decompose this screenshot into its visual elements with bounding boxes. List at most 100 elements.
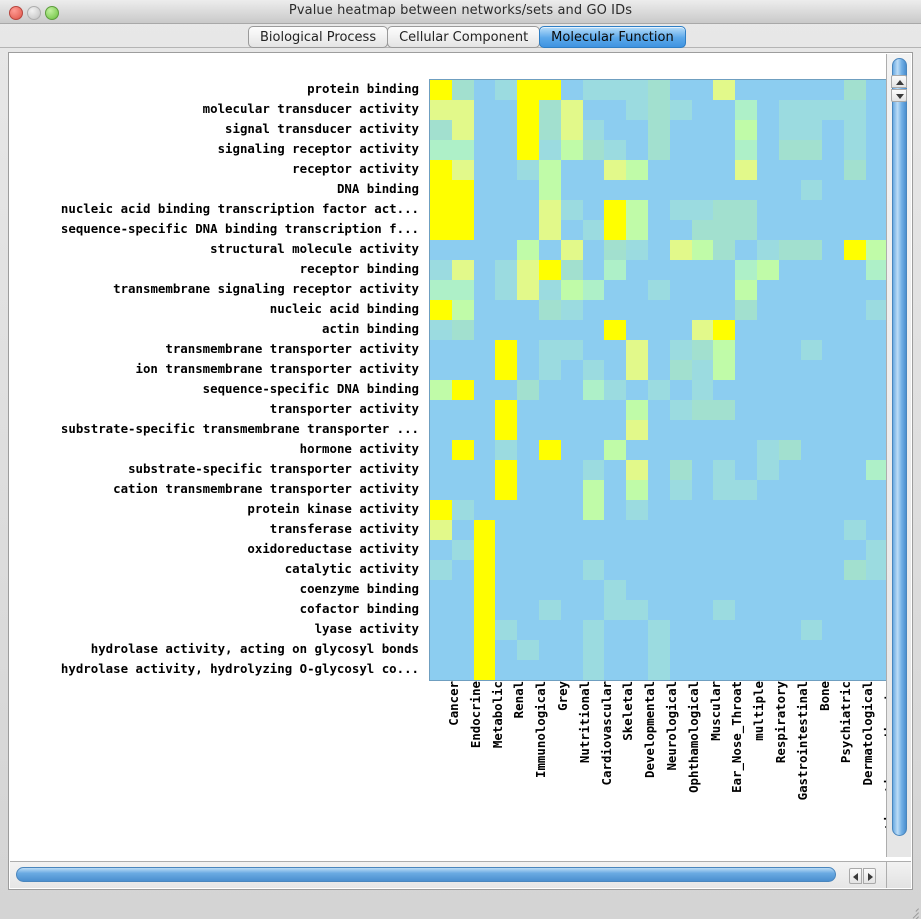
heatmap-cell[interactable] bbox=[800, 580, 823, 600]
heatmap-cell[interactable] bbox=[669, 360, 692, 380]
heatmap-cell[interactable] bbox=[756, 420, 779, 440]
heatmap-cell[interactable] bbox=[756, 300, 779, 320]
heatmap-cell[interactable] bbox=[626, 300, 648, 320]
heatmap-cell[interactable] bbox=[560, 540, 583, 560]
heatmap-cell[interactable] bbox=[669, 580, 692, 600]
heatmap-cell[interactable] bbox=[778, 280, 801, 300]
heatmap-cell[interactable] bbox=[800, 160, 823, 180]
heatmap-cell[interactable] bbox=[691, 420, 714, 440]
heatmap-cell[interactable] bbox=[822, 380, 845, 400]
heatmap-cell[interactable] bbox=[756, 540, 779, 560]
heatmap-cell[interactable] bbox=[800, 100, 823, 120]
heatmap-cell[interactable] bbox=[473, 420, 496, 440]
heatmap-cell[interactable] bbox=[691, 160, 714, 180]
heatmap-cell[interactable] bbox=[604, 280, 627, 300]
heatmap-cell[interactable] bbox=[756, 280, 779, 300]
heatmap-cell[interactable] bbox=[582, 140, 605, 160]
heatmap-cell[interactable] bbox=[517, 180, 539, 200]
heatmap-cell[interactable] bbox=[473, 400, 496, 420]
heatmap-cell[interactable] bbox=[430, 340, 452, 360]
heatmap-cell[interactable] bbox=[800, 460, 823, 480]
heatmap-cell[interactable] bbox=[669, 160, 692, 180]
heatmap-cell[interactable] bbox=[647, 540, 670, 560]
heatmap-cell[interactable] bbox=[560, 460, 583, 480]
heatmap-cell[interactable] bbox=[778, 420, 801, 440]
heatmap-cell[interactable] bbox=[647, 280, 670, 300]
heatmap-cell[interactable] bbox=[560, 100, 583, 120]
heatmap-cell[interactable] bbox=[560, 480, 583, 500]
heatmap-cell[interactable] bbox=[560, 560, 583, 580]
heatmap-cell[interactable] bbox=[713, 160, 736, 180]
window-resize-handle[interactable] bbox=[905, 904, 919, 919]
heatmap-cell[interactable] bbox=[756, 360, 779, 380]
heatmap-cell[interactable] bbox=[713, 660, 736, 680]
heatmap-cell[interactable] bbox=[800, 140, 823, 160]
heatmap-cell[interactable] bbox=[495, 280, 518, 300]
heatmap-cell[interactable] bbox=[865, 120, 887, 140]
heatmap-cell[interactable] bbox=[778, 80, 801, 100]
heatmap-cell[interactable] bbox=[473, 300, 496, 320]
heatmap-cell[interactable] bbox=[604, 540, 627, 560]
heatmap-cell[interactable] bbox=[647, 460, 670, 480]
heatmap-cell[interactable] bbox=[822, 540, 845, 560]
heatmap-cell[interactable] bbox=[800, 400, 823, 420]
heatmap-cell[interactable] bbox=[538, 280, 561, 300]
heatmap-cell[interactable] bbox=[517, 80, 539, 100]
heatmap-cell[interactable] bbox=[735, 600, 757, 620]
heatmap-cell[interactable] bbox=[669, 420, 692, 440]
heatmap-cell[interactable] bbox=[713, 340, 736, 360]
heatmap-cell[interactable] bbox=[735, 500, 757, 520]
heatmap-cell[interactable] bbox=[604, 300, 627, 320]
heatmap-cell[interactable] bbox=[647, 500, 670, 520]
heatmap-cell[interactable] bbox=[844, 460, 866, 480]
heatmap-cell[interactable] bbox=[800, 500, 823, 520]
heatmap-cell[interactable] bbox=[430, 160, 452, 180]
heatmap-cell[interactable] bbox=[691, 280, 714, 300]
heatmap-cell[interactable] bbox=[844, 560, 866, 580]
heatmap-cell[interactable] bbox=[778, 380, 801, 400]
heatmap-cell[interactable] bbox=[822, 520, 845, 540]
heatmap-cell[interactable] bbox=[800, 260, 823, 280]
heatmap-cell[interactable] bbox=[560, 300, 583, 320]
heatmap-cell[interactable] bbox=[756, 400, 779, 420]
heatmap-cell[interactable] bbox=[582, 240, 605, 260]
heatmap-cell[interactable] bbox=[473, 140, 496, 160]
heatmap-cell[interactable] bbox=[756, 120, 779, 140]
heatmap-cell[interactable] bbox=[844, 260, 866, 280]
heatmap-cell[interactable] bbox=[604, 320, 627, 340]
heatmap-cell[interactable] bbox=[560, 580, 583, 600]
heatmap-cell[interactable] bbox=[713, 220, 736, 240]
heatmap-cell[interactable] bbox=[473, 440, 496, 460]
heatmap-cell[interactable] bbox=[626, 400, 648, 420]
heatmap-cell[interactable] bbox=[451, 280, 474, 300]
heatmap-cell[interactable] bbox=[604, 220, 627, 240]
heatmap-cell[interactable] bbox=[604, 620, 627, 640]
horizontal-scrollbar[interactable] bbox=[10, 861, 887, 888]
maximize-window-button[interactable] bbox=[45, 6, 59, 20]
heatmap-cell[interactable] bbox=[560, 620, 583, 640]
heatmap-cell[interactable] bbox=[451, 200, 474, 220]
heatmap-cell[interactable] bbox=[822, 260, 845, 280]
scroll-right-button[interactable] bbox=[863, 868, 876, 884]
heatmap-cell[interactable] bbox=[451, 100, 474, 120]
heatmap-cell[interactable] bbox=[865, 600, 887, 620]
heatmap-cell[interactable] bbox=[517, 560, 539, 580]
heatmap-cell[interactable] bbox=[430, 240, 452, 260]
heatmap-cell[interactable] bbox=[517, 280, 539, 300]
heatmap-cell[interactable] bbox=[778, 440, 801, 460]
heatmap-cell[interactable] bbox=[756, 660, 779, 680]
heatmap-cell[interactable] bbox=[669, 240, 692, 260]
heatmap-cell[interactable] bbox=[626, 440, 648, 460]
heatmap-cell[interactable] bbox=[691, 120, 714, 140]
heatmap-cell[interactable] bbox=[626, 380, 648, 400]
heatmap-cell[interactable] bbox=[626, 520, 648, 540]
heatmap-cell[interactable] bbox=[538, 600, 561, 620]
heatmap-cell[interactable] bbox=[865, 80, 887, 100]
heatmap-cell[interactable] bbox=[495, 120, 518, 140]
heatmap-cell[interactable] bbox=[735, 260, 757, 280]
heatmap-cell[interactable] bbox=[669, 340, 692, 360]
heatmap-cell[interactable] bbox=[778, 560, 801, 580]
heatmap-cell[interactable] bbox=[778, 180, 801, 200]
heatmap-cell[interactable] bbox=[778, 140, 801, 160]
heatmap-cell[interactable] bbox=[647, 180, 670, 200]
